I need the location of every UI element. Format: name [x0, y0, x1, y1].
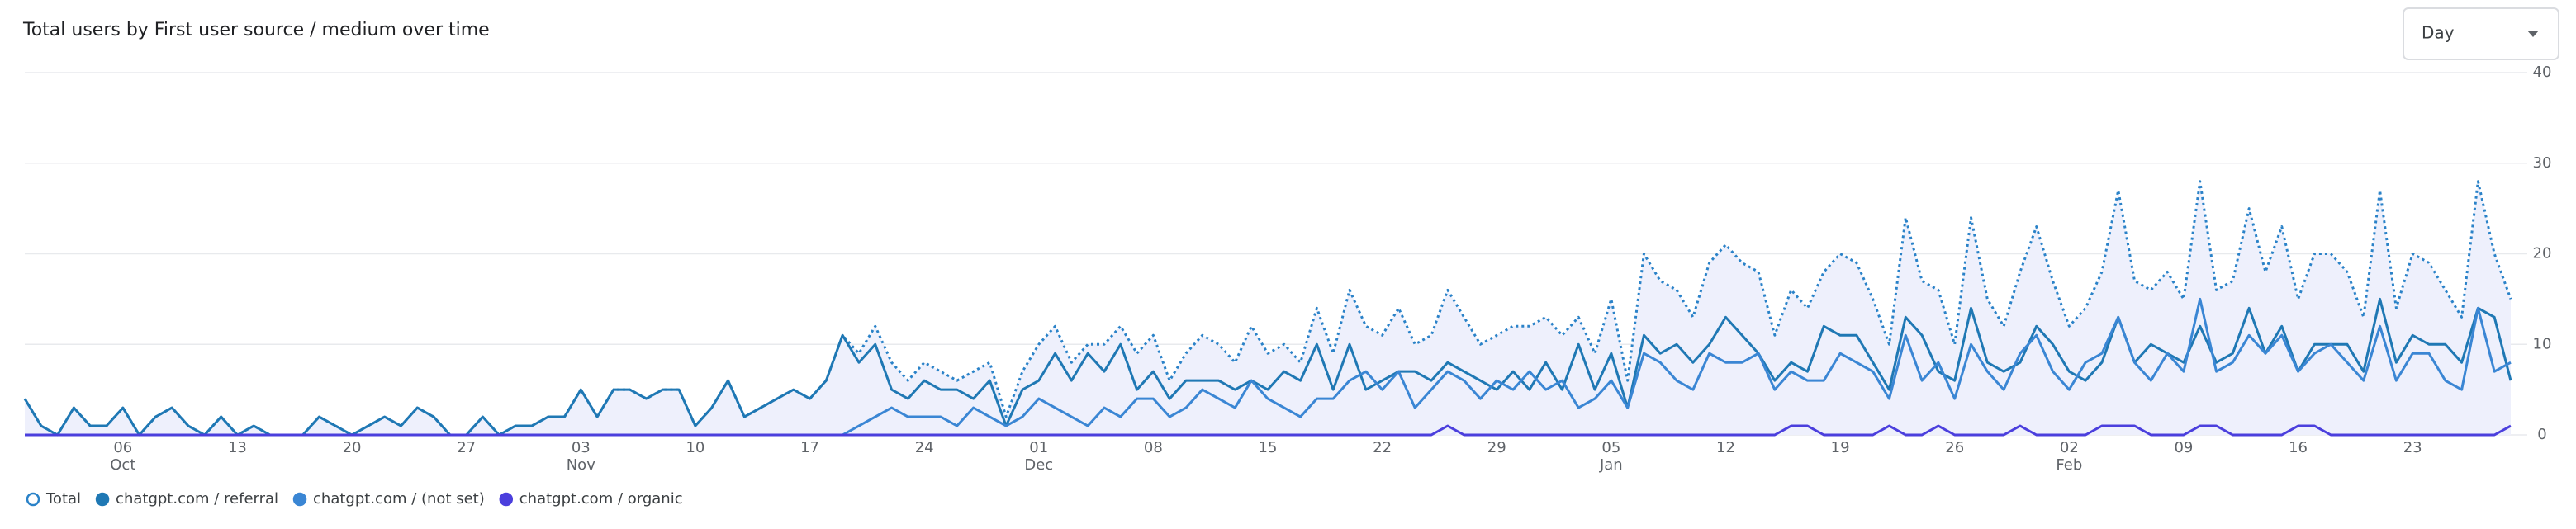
x-month-label: Jan	[1599, 456, 1623, 474]
legend-item: chatgpt.com / (not set)	[292, 490, 485, 508]
x-tick-label: 15	[1259, 439, 1278, 456]
legend-item: chatgpt.com / organic	[499, 490, 683, 508]
series-line	[23, 297, 2512, 437]
legend-item: chatgpt.com / referral	[95, 490, 278, 508]
legend-label: Total	[45, 490, 81, 508]
x-tick-label: 08	[1144, 439, 1163, 456]
x-tick-label: 10	[686, 439, 704, 456]
legend-marker	[95, 492, 110, 507]
x-tick-label: 22	[1373, 439, 1392, 456]
x-month-label: Nov	[567, 456, 595, 474]
y-tick-label: 0	[2537, 426, 2546, 443]
x-tick-label: 19	[1831, 439, 1850, 456]
y-tick-label: 30	[2533, 154, 2552, 172]
x-tick-label: 02	[2060, 439, 2079, 456]
legend-item: Total	[26, 490, 81, 508]
x-tick-label: 23	[2403, 439, 2422, 456]
x-tick-label: 24	[915, 439, 934, 456]
dropdown-box[interactable]	[2403, 7, 2559, 60]
dropdown-caret[interactable]	[2527, 31, 2539, 37]
x-tick-label: 12	[1716, 439, 1735, 456]
dropdown-value[interactable]: Day	[2422, 23, 2455, 43]
x-tick-label: 09	[2174, 439, 2193, 456]
x-tick-label: 16	[2289, 439, 2308, 456]
x-tick-label: 03	[572, 439, 591, 456]
legend-marker	[292, 492, 307, 507]
series-line	[23, 180, 2512, 437]
granularity-dropdown[interactable]: Day	[2403, 7, 2559, 60]
chart-title: Total users by First user source / mediu…	[22, 20, 490, 40]
x-tick-label: 20	[343, 439, 362, 456]
x-tick-label: 13	[228, 439, 247, 456]
y-tick-label: 40	[2533, 64, 2552, 81]
legend-label: chatgpt.com / referral	[116, 490, 278, 508]
y-tick-label: 10	[2533, 335, 2552, 352]
x-tick-label: 29	[1487, 439, 1506, 456]
legend-marker	[26, 492, 40, 507]
legend-label: chatgpt.com / organic	[519, 490, 683, 508]
x-tick-label: 06	[113, 439, 132, 456]
x-month-label: Oct	[110, 456, 135, 474]
series-area	[25, 181, 2511, 435]
legend-marker	[499, 492, 514, 507]
series-line	[25, 424, 2512, 437]
legend-label: chatgpt.com / (not set)	[313, 490, 485, 508]
x-tick-label: 05	[1601, 439, 1620, 456]
x-tick-label: 27	[457, 439, 476, 456]
x-tick-label: 01	[1029, 439, 1048, 456]
x-tick-label: 26	[1945, 439, 1964, 456]
x-month-label: Feb	[2056, 456, 2082, 474]
x-month-label: Dec	[1024, 456, 1053, 474]
x-tick-label: 17	[800, 439, 819, 456]
y-tick-label: 20	[2533, 245, 2552, 262]
